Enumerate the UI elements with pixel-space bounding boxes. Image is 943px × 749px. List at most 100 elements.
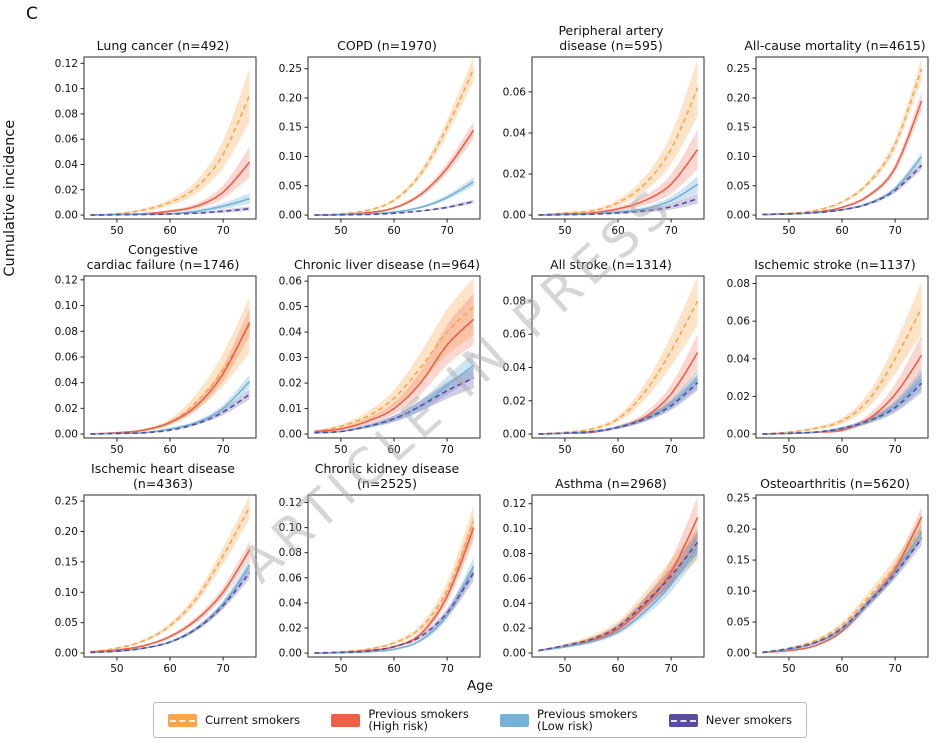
svg-text:0.05: 0.05 — [727, 617, 750, 629]
legend-entry-low: Previous smokers (Low risk) — [500, 706, 638, 733]
never-line — [538, 381, 699, 435]
high-band — [762, 91, 922, 215]
svg-text:0.04: 0.04 — [727, 353, 751, 365]
svg-text:60: 60 — [163, 663, 176, 675]
svg-text:0.08: 0.08 — [727, 278, 750, 290]
svg-text:0.05: 0.05 — [55, 617, 78, 629]
high-line — [314, 318, 475, 433]
svg-text:0.05: 0.05 — [727, 180, 750, 192]
subplot-9: Ischemic heart disease (n=4363) 0.00 0.05 0… — [40, 460, 262, 679]
svg-text:0.25: 0.25 — [279, 63, 302, 75]
never-band — [762, 531, 922, 653]
svg-text:0.08: 0.08 — [55, 326, 78, 338]
svg-text:0.02: 0.02 — [279, 622, 302, 634]
svg-text:0.00: 0.00 — [279, 210, 302, 222]
svg-text:0.00: 0.00 — [727, 429, 750, 441]
svg-text:50: 50 — [334, 663, 347, 675]
subplot-7: All stroke (n=1314) 0.00 0.02 0.04 0.06 0.08 5… — [488, 241, 710, 460]
legend-label: Current smokers — [205, 712, 301, 727]
svg-text:0.25: 0.25 — [727, 493, 750, 505]
subplot-4: All-cause mortality (n=4615) 0.00 0.05 0.10… — [712, 22, 934, 241]
never-line — [90, 572, 251, 654]
svg-text:50: 50 — [110, 663, 123, 675]
low-band — [314, 352, 474, 434]
svg-text:0.00: 0.00 — [279, 648, 302, 660]
svg-text:60: 60 — [835, 663, 848, 675]
svg-text:0.08: 0.08 — [55, 108, 78, 120]
panel-title: All-cause mortality (n=4615) — [744, 37, 926, 53]
svg-text:0.10: 0.10 — [503, 523, 526, 535]
svg-text:0.04: 0.04 — [279, 597, 303, 609]
svg-text:0.15: 0.15 — [727, 555, 750, 567]
never-line — [314, 377, 474, 434]
panel-title: Ischemic stroke (n=1137) — [754, 256, 916, 272]
svg-text:50: 50 — [782, 444, 795, 456]
panel-title: Osteoarthritis (n=5620) — [760, 475, 910, 491]
subplot-grid: Lung cancer (n=492) 0.00 0.02 0.04 0.06 0.08 0… — [40, 22, 934, 679]
never-band — [538, 530, 698, 651]
svg-text:0.00: 0.00 — [503, 648, 526, 660]
svg-text:0.04: 0.04 — [503, 362, 527, 374]
current-line — [538, 87, 699, 216]
svg-text:50: 50 — [110, 444, 123, 456]
legend-swatch-current — [168, 713, 197, 727]
svg-text:70: 70 — [440, 663, 453, 675]
high-line — [762, 516, 923, 654]
svg-text:60: 60 — [163, 225, 176, 237]
svg-text:70: 70 — [216, 663, 229, 675]
svg-text:0.00: 0.00 — [55, 429, 78, 441]
current-band — [538, 526, 698, 652]
subplot-8: Ischemic stroke (n=1137) 0.00 0.02 0.04 0.06… — [712, 241, 934, 460]
legend-label: Previous smokers (High risk) — [368, 706, 469, 733]
svg-text:50: 50 — [558, 444, 571, 456]
subplot-11: Asthma (n=2968) 0.00 0.02 0.04 0.06 0.08 0.10 0… — [488, 460, 710, 679]
svg-text:70: 70 — [888, 225, 901, 237]
high-band — [90, 541, 250, 653]
plot-area: 0.00 0.02 0.04 0.06 0.08 50 60 70 — [503, 275, 705, 456]
svg-text:50: 50 — [782, 225, 795, 237]
svg-text:0.10: 0.10 — [727, 151, 750, 163]
panel-title: Lung cancer (n=492) — [96, 37, 230, 53]
current-band — [90, 297, 250, 434]
legend-swatch-never — [668, 713, 698, 727]
svg-text:0.06: 0.06 — [55, 134, 79, 146]
panel-title: COPD (n=1970) — [337, 37, 437, 53]
svg-text:0.00: 0.00 — [503, 429, 526, 441]
svg-text:0.15: 0.15 — [727, 122, 750, 134]
plot-area: 0.00 0.02 0.04 0.06 0.08 0.10 0.12 50 60 70 — [279, 494, 481, 675]
subplot-10: Chronic kidney disease (n=2525) 0.00 0.02 0… — [264, 460, 486, 679]
y-axis-label: Cumulative incidence — [2, 119, 18, 277]
current-line — [90, 506, 251, 653]
plot-area: 0.00 0.05 0.10 0.15 0.20 0.25 50 60 70 — [727, 56, 929, 237]
high-band — [538, 334, 698, 434]
legend-entry-high: Previous smokers (High risk) — [331, 706, 469, 733]
legend-entry-current: Current smokers — [168, 712, 301, 727]
svg-text:0.10: 0.10 — [55, 587, 78, 599]
svg-text:60: 60 — [387, 663, 400, 675]
panel-title: Chronic kidney disease (n=2525) — [314, 461, 460, 491]
svg-text:0.20: 0.20 — [727, 92, 750, 104]
svg-text:70: 70 — [440, 444, 453, 456]
never-line — [314, 200, 474, 216]
svg-text:0.02: 0.02 — [55, 184, 78, 196]
svg-text:0.20: 0.20 — [727, 524, 750, 536]
svg-text:0.08: 0.08 — [279, 547, 302, 559]
never-band — [314, 199, 474, 215]
svg-text:0.12: 0.12 — [55, 274, 78, 286]
subplot-2: COPD (n=1970) 0.00 0.05 0.10 0.15 0.20 0.25 50 6… — [264, 22, 486, 241]
svg-text:50: 50 — [334, 225, 347, 237]
subplot-5: Congestive cardiac failure (n=1746) 0.00 0.… — [40, 241, 262, 460]
subplot-3: Peripheral artery disease (n=595) 0.00 0.02… — [488, 22, 710, 241]
panel-label: C — [26, 4, 38, 24]
svg-text:60: 60 — [387, 225, 400, 237]
high-band — [314, 293, 474, 433]
current-band — [314, 57, 474, 215]
svg-text:0.06: 0.06 — [503, 86, 527, 98]
plot-area: 0.00 0.02 0.04 0.06 0.08 0.10 0.12 50 60 70 — [503, 494, 705, 675]
svg-text:60: 60 — [835, 444, 848, 456]
current-line — [762, 307, 923, 435]
legend-label: Previous smokers (Low risk) — [537, 706, 638, 733]
svg-text:0.02: 0.02 — [279, 378, 302, 390]
panel-title: Congestive cardiac failure (n=1746) — [86, 242, 240, 272]
svg-text:70: 70 — [216, 444, 229, 456]
